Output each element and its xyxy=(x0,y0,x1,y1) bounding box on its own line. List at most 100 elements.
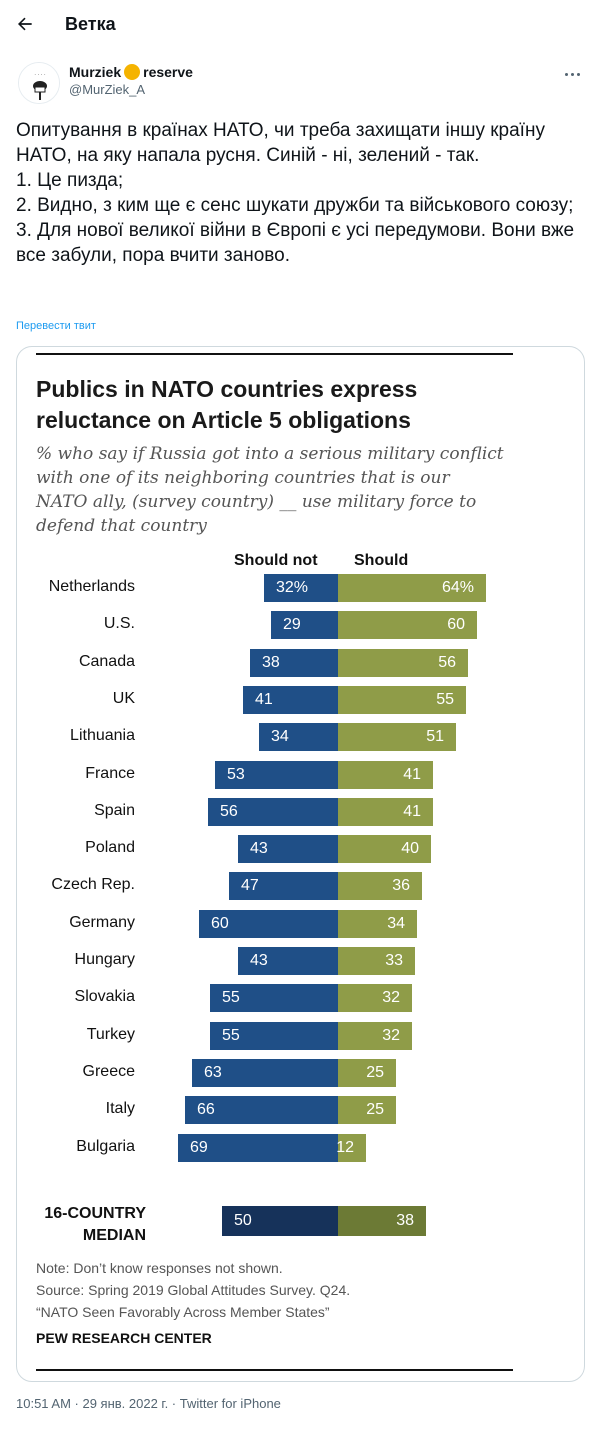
bar-should-not: 56 xyxy=(208,798,338,826)
bar-value-should: 64% xyxy=(441,579,474,596)
author-handle[interactable]: @MurZiek_A xyxy=(69,82,146,97)
bar-value-should: 40 xyxy=(401,840,419,857)
bar-value-should-not: 60 xyxy=(211,915,229,932)
bar-should: 40 xyxy=(338,835,431,863)
bar-should: 32 xyxy=(338,984,412,1012)
tweet-line: Опитування в країнах НАТО, чи треба захи… xyxy=(16,120,545,166)
country-label: Hungary xyxy=(74,951,135,968)
bar-should: 55 xyxy=(338,686,466,714)
legend-should-not: Should not xyxy=(234,552,318,569)
bar-value-should: 41 xyxy=(403,803,421,820)
country-label: Germany xyxy=(69,914,135,931)
bar-should-not: 47 xyxy=(229,872,338,900)
bar-should-not: 43 xyxy=(238,947,338,975)
more-icon-dot xyxy=(576,72,580,76)
author-name-text: Murziek xyxy=(69,64,122,80)
avatar[interactable]: · · · · xyxy=(18,62,60,104)
country-label: U.S. xyxy=(103,615,135,632)
arrow-left-icon xyxy=(18,17,32,31)
median-should-value: 38 xyxy=(396,1212,414,1229)
tweet-line: 1. Це пизда; xyxy=(16,170,124,191)
bar-should-not: 55 xyxy=(210,1022,338,1050)
country-label: UK xyxy=(112,690,135,707)
back-button[interactable] xyxy=(10,9,40,39)
country-label: Bulgaria xyxy=(76,1138,135,1155)
country-label: Spain xyxy=(94,802,135,819)
author-name[interactable]: Murziek reserve xyxy=(69,64,193,80)
author-name-suffix: reserve xyxy=(143,64,193,80)
bar-should: 36 xyxy=(338,872,422,900)
bar-should: 33 xyxy=(338,947,415,975)
bar-should-not: 41 xyxy=(243,686,338,714)
chart-bottom-rule xyxy=(36,1369,513,1371)
median-label-line1: 16-COUNTRY xyxy=(44,1205,146,1222)
top-bar: Ветка xyxy=(0,0,600,50)
country-label: Poland xyxy=(85,839,135,856)
bar-should-not: 60 xyxy=(199,910,338,938)
chart-top-rule xyxy=(36,353,513,355)
more-icon-dot xyxy=(564,72,568,76)
avatar-image-icon: · · · · xyxy=(19,63,59,103)
bar-value-should: 25 xyxy=(366,1064,384,1081)
bar-value-should-not: 34 xyxy=(271,728,289,745)
chart-title: Publics in NATO countries express reluct… xyxy=(36,376,418,433)
bar-should: 25 xyxy=(338,1059,396,1087)
bar-value-should: 34 xyxy=(387,915,405,932)
chart-note-line: Source: Spring 2019 Global Attitudes Sur… xyxy=(36,1282,351,1298)
bar-value-should-not: 43 xyxy=(250,840,268,857)
bar-value-should-not: 69 xyxy=(190,1139,208,1156)
bar-value-should-not: 43 xyxy=(250,952,268,969)
page-title: Ветка xyxy=(65,14,116,34)
bar-should-not: 38 xyxy=(250,649,338,677)
bar-value-should: 36 xyxy=(392,877,410,894)
country-label: Czech Rep. xyxy=(51,876,135,893)
translate-tweet-link[interactable]: Перевести твит xyxy=(16,320,96,332)
bar-value-should-not: 56 xyxy=(220,803,238,820)
country-label: France xyxy=(85,765,135,782)
bar-value-should: 55 xyxy=(436,691,454,708)
country-label: Greece xyxy=(82,1063,135,1080)
country-label: Italy xyxy=(105,1100,135,1117)
bar-should-not: 32% xyxy=(264,574,338,602)
bar-value-should: 32 xyxy=(382,1027,400,1044)
median-bar-should: 38 xyxy=(338,1206,426,1236)
chart-subtitle: % who say if Russia got into a serious m… xyxy=(36,444,504,536)
bar-should-not: 53 xyxy=(215,761,338,789)
tweet-text: Опитування в країнах НАТО, чи треба захи… xyxy=(16,118,584,268)
bar-value-should-not: 41 xyxy=(255,691,273,708)
bar-should: 34 xyxy=(338,910,417,938)
median-label-line2: MEDIAN xyxy=(82,1227,146,1244)
bar-value-should-not: 29 xyxy=(283,616,301,633)
median-label: 16-COUNTRY MEDIAN xyxy=(36,1203,146,1247)
bar-value-should-not: 32% xyxy=(276,579,309,596)
bar-should-not: 55 xyxy=(210,984,338,1012)
bar-should-not: 66 xyxy=(185,1096,338,1124)
bar-value-should-not: 63 xyxy=(204,1064,222,1081)
bar-value-should: 60 xyxy=(447,616,465,633)
bar-value-should: 56 xyxy=(438,654,456,671)
angry-cat-emoji-icon xyxy=(124,64,141,80)
tweet-line: 3. Для нової великої війни в Європі є ус… xyxy=(16,220,575,266)
chart-note-line: “NATO Seen Favorably Across Member State… xyxy=(36,1304,330,1320)
country-label: Slovakia xyxy=(74,988,135,1005)
bar-value-should-not: 38 xyxy=(262,654,280,671)
median-bar-should-not: 50 xyxy=(222,1206,338,1236)
bar-should: 51 xyxy=(338,723,456,751)
tweet-author: · · · · Murziek reserve @MurZiek_A xyxy=(16,58,584,108)
bar-should: 12 xyxy=(336,1134,366,1162)
more-options-button[interactable] xyxy=(560,62,584,86)
bar-value-should: 33 xyxy=(385,952,403,969)
country-label: Turkey xyxy=(86,1026,135,1043)
bar-should-not: 69 xyxy=(178,1134,338,1162)
chart-notes: Note: Don’t know responses not shown. So… xyxy=(36,1257,516,1323)
tweet-timestamp[interactable]: 10:51 AM · 29 янв. 2022 г. · Twitter for… xyxy=(16,1396,281,1411)
chart-source-brand: PEW RESEARCH CENTER xyxy=(36,1330,212,1346)
country-label: Netherlands xyxy=(48,578,135,595)
bar-value-should-not: 47 xyxy=(241,877,259,894)
bar-value-should: 41 xyxy=(403,766,421,783)
bar-should: 32 xyxy=(338,1022,412,1050)
bar-should: 64% xyxy=(338,574,486,602)
bar-value-should: 12 xyxy=(336,1139,354,1156)
bar-should: 60 xyxy=(338,611,477,639)
bar-value-should: 51 xyxy=(426,728,444,745)
